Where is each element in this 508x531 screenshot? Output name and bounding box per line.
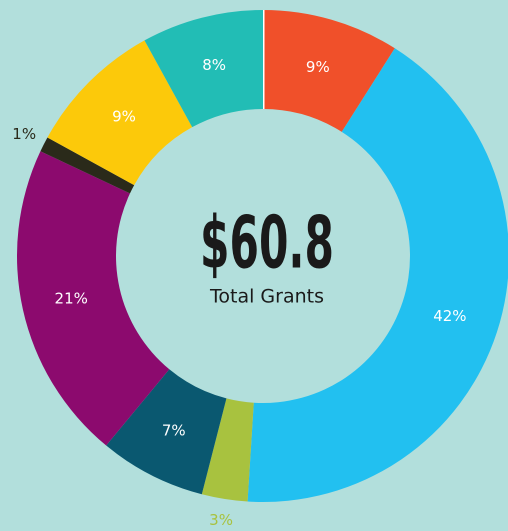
- donut-segment: [47, 40, 193, 186]
- value-label: 21%: [55, 289, 88, 307]
- donut-segment: [17, 151, 170, 446]
- value-label: 3%: [209, 511, 233, 529]
- donut-segment: [106, 369, 227, 495]
- center-label: Total Grants: [209, 286, 324, 308]
- donut-segment: [201, 398, 254, 502]
- donut-segment: [40, 137, 135, 194]
- donut-segment: [263, 10, 395, 132]
- donut-segment: [247, 48, 508, 502]
- center-value: $60.8: [200, 201, 334, 285]
- value-label: 9%: [306, 58, 330, 76]
- value-label: 7%: [162, 422, 186, 440]
- value-label: 42%: [433, 307, 466, 325]
- value-label: 9%: [112, 108, 136, 126]
- donut-segment: [144, 9, 263, 128]
- value-label: 1%: [12, 125, 36, 143]
- value-label: 8%: [202, 56, 226, 74]
